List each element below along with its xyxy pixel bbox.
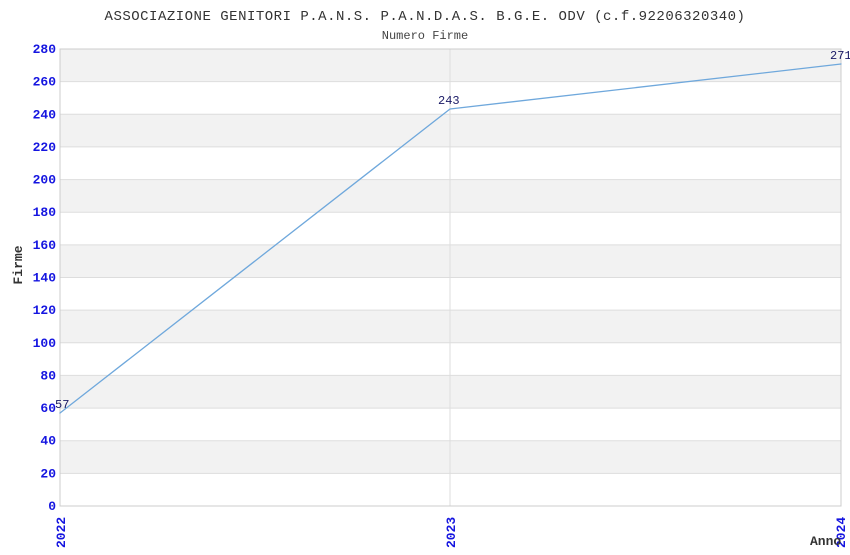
svg-text:240: 240 <box>33 107 57 122</box>
svg-text:40: 40 <box>40 434 56 449</box>
svg-text:180: 180 <box>33 205 57 220</box>
svg-text:0: 0 <box>48 499 56 514</box>
svg-text:280: 280 <box>33 42 57 57</box>
svg-text:243: 243 <box>438 94 460 108</box>
svg-text:20: 20 <box>40 466 56 481</box>
svg-text:220: 220 <box>33 140 57 155</box>
svg-text:Anno: Anno <box>810 534 841 549</box>
svg-text:80: 80 <box>40 368 56 383</box>
svg-text:2022: 2022 <box>54 517 69 548</box>
svg-text:160: 160 <box>33 238 57 253</box>
svg-text:60: 60 <box>40 401 56 416</box>
svg-text:100: 100 <box>33 336 57 351</box>
svg-text:271: 271 <box>830 49 850 63</box>
svg-text:140: 140 <box>33 271 57 286</box>
svg-text:2023: 2023 <box>444 517 459 548</box>
svg-text:200: 200 <box>33 173 57 188</box>
svg-text:260: 260 <box>33 75 57 90</box>
svg-text:120: 120 <box>33 303 57 318</box>
svg-text:Firme: Firme <box>11 245 26 284</box>
svg-text:57: 57 <box>55 398 69 412</box>
